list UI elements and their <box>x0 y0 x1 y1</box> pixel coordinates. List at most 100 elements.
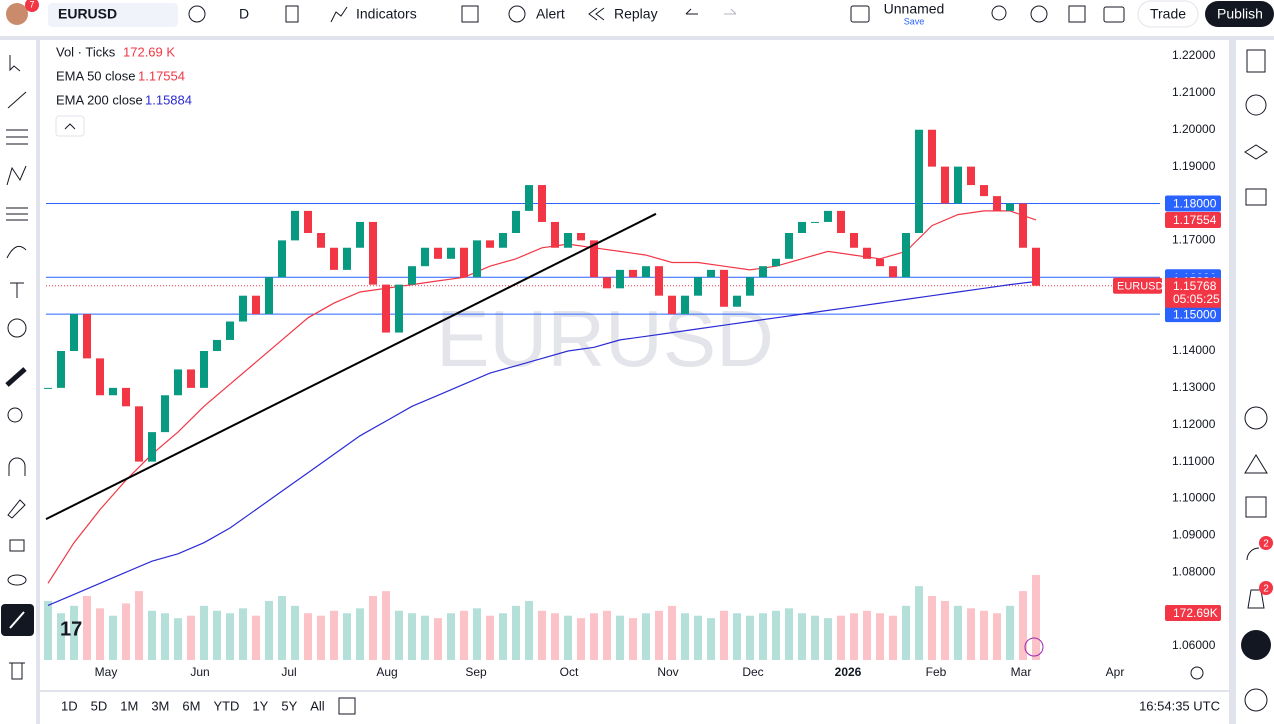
fib-tool[interactable] <box>6 129 28 145</box>
replay-icon[interactable] <box>588 7 605 21</box>
layers[interactable] <box>1244 144 1268 160</box>
brush-tool[interactable] <box>6 245 27 259</box>
link-icon <box>9 611 25 629</box>
publish-button[interactable] <box>1205 1 1274 27</box>
magnet-tool[interactable] <box>8 457 26 476</box>
range-button[interactable]: 6M <box>182 698 200 713</box>
candle <box>239 295 247 322</box>
candle <box>70 314 78 351</box>
trade-button[interactable] <box>1137 0 1199 28</box>
zoom-tool[interactable] <box>7 407 23 423</box>
legend-ema200: EMA 200 close <box>56 92 143 107</box>
interval[interactable]: D <box>239 6 249 22</box>
volume-bar <box>824 618 832 660</box>
watchlist[interactable] <box>1246 49 1266 73</box>
pattern-tool[interactable] <box>6 165 27 186</box>
volume-bar <box>434 618 442 660</box>
candle <box>876 258 884 267</box>
avatar[interactable] <box>6 3 28 25</box>
stay-drawing[interactable] <box>7 499 26 519</box>
range-button[interactable]: 1M <box>120 698 138 713</box>
measure-tool[interactable] <box>5 367 27 387</box>
settings-icon[interactable] <box>1030 5 1048 23</box>
publish[interactable]: Publish <box>1217 6 1263 22</box>
legend-vol-value: 172.69 K <box>123 44 175 59</box>
symbol-box[interactable] <box>48 3 178 27</box>
help[interactable] <box>1244 688 1268 712</box>
volume-bar <box>70 605 78 660</box>
layout-save[interactable]: Save <box>904 16 925 26</box>
volume-bar <box>447 613 455 660</box>
apps[interactable] <box>1241 630 1271 660</box>
chart-type-icon[interactable] <box>285 5 299 23</box>
range-button[interactable]: 1Y <box>252 698 268 713</box>
candle <box>434 247 442 259</box>
trade[interactable]: Trade <box>1150 6 1186 22</box>
volume-bar <box>850 613 858 660</box>
candle <box>772 258 780 267</box>
month-label: Aug <box>376 665 397 679</box>
target[interactable] <box>1244 406 1268 430</box>
candle <box>200 351 208 388</box>
templates-icon[interactable] <box>461 5 479 23</box>
symbol[interactable]: EURUSD <box>58 6 117 22</box>
layout-name[interactable]: Unnamed <box>884 1 945 17</box>
candle <box>603 277 611 289</box>
legend-collapse[interactable] <box>55 115 85 137</box>
line-tool[interactable] <box>7 91 27 109</box>
redo[interactable] <box>724 8 737 15</box>
indicators[interactable]: Indicators <box>356 6 417 22</box>
fullscreen-icon[interactable] <box>1068 5 1086 23</box>
range-button[interactable]: 5Y <box>281 698 297 713</box>
projection-tool[interactable] <box>6 207 28 221</box>
stream[interactable] <box>1246 547 1260 561</box>
volume-bar <box>720 610 728 660</box>
axis-settings[interactable] <box>1190 666 1204 680</box>
price-label: 1.06000 <box>1172 638 1216 652</box>
range-button[interactable]: 5D <box>91 698 108 713</box>
candle <box>473 240 481 278</box>
candle <box>668 295 676 315</box>
indicators-icon[interactable] <box>330 6 348 23</box>
volume-bar <box>798 613 806 660</box>
candle <box>343 247 351 270</box>
range-button[interactable]: All <box>310 698 325 713</box>
candle <box>928 129 936 167</box>
candle <box>1032 247 1040 286</box>
legend-vol: Vol · Ticks <box>56 44 116 59</box>
range-button[interactable]: YTD <box>213 698 239 713</box>
volume-bar <box>707 618 715 660</box>
search-icon[interactable] <box>991 5 1007 21</box>
ideas[interactable] <box>1244 454 1268 474</box>
layout-icon[interactable] <box>850 5 870 23</box>
candle <box>109 387 117 396</box>
right-sidebar <box>1236 40 1274 724</box>
delete-tool[interactable] <box>9 662 25 680</box>
snapshot-icon[interactable] <box>1103 6 1125 23</box>
candle <box>304 210 312 233</box>
legend-ema50: EMA 50 close <box>56 68 136 83</box>
text-tool[interactable] <box>10 282 24 298</box>
hide-tool[interactable] <box>7 574 27 586</box>
plot <box>44 129 1160 660</box>
volume-bar <box>148 610 156 660</box>
candle <box>512 210 520 233</box>
goto-date[interactable] <box>338 697 356 715</box>
event-icon[interactable] <box>1024 637 1044 657</box>
alerts[interactable] <box>1245 94 1267 116</box>
candle <box>447 247 455 259</box>
emoji-tool[interactable] <box>7 318 27 338</box>
range-button[interactable]: 1D <box>61 698 78 713</box>
alert-icon[interactable] <box>508 5 526 23</box>
volume-bar <box>1006 605 1014 660</box>
lock-tool[interactable] <box>9 539 25 552</box>
ema200-line <box>47 280 1037 606</box>
undo[interactable] <box>685 8 698 15</box>
chat[interactable] <box>1245 188 1267 206</box>
add-icon[interactable] <box>188 5 206 23</box>
calendar[interactable] <box>1245 496 1267 518</box>
alert[interactable]: Alert <box>536 6 565 22</box>
range-button[interactable]: 3M <box>151 698 169 713</box>
replay[interactable]: Replay <box>614 6 658 22</box>
cursor-tool[interactable] <box>9 55 21 72</box>
